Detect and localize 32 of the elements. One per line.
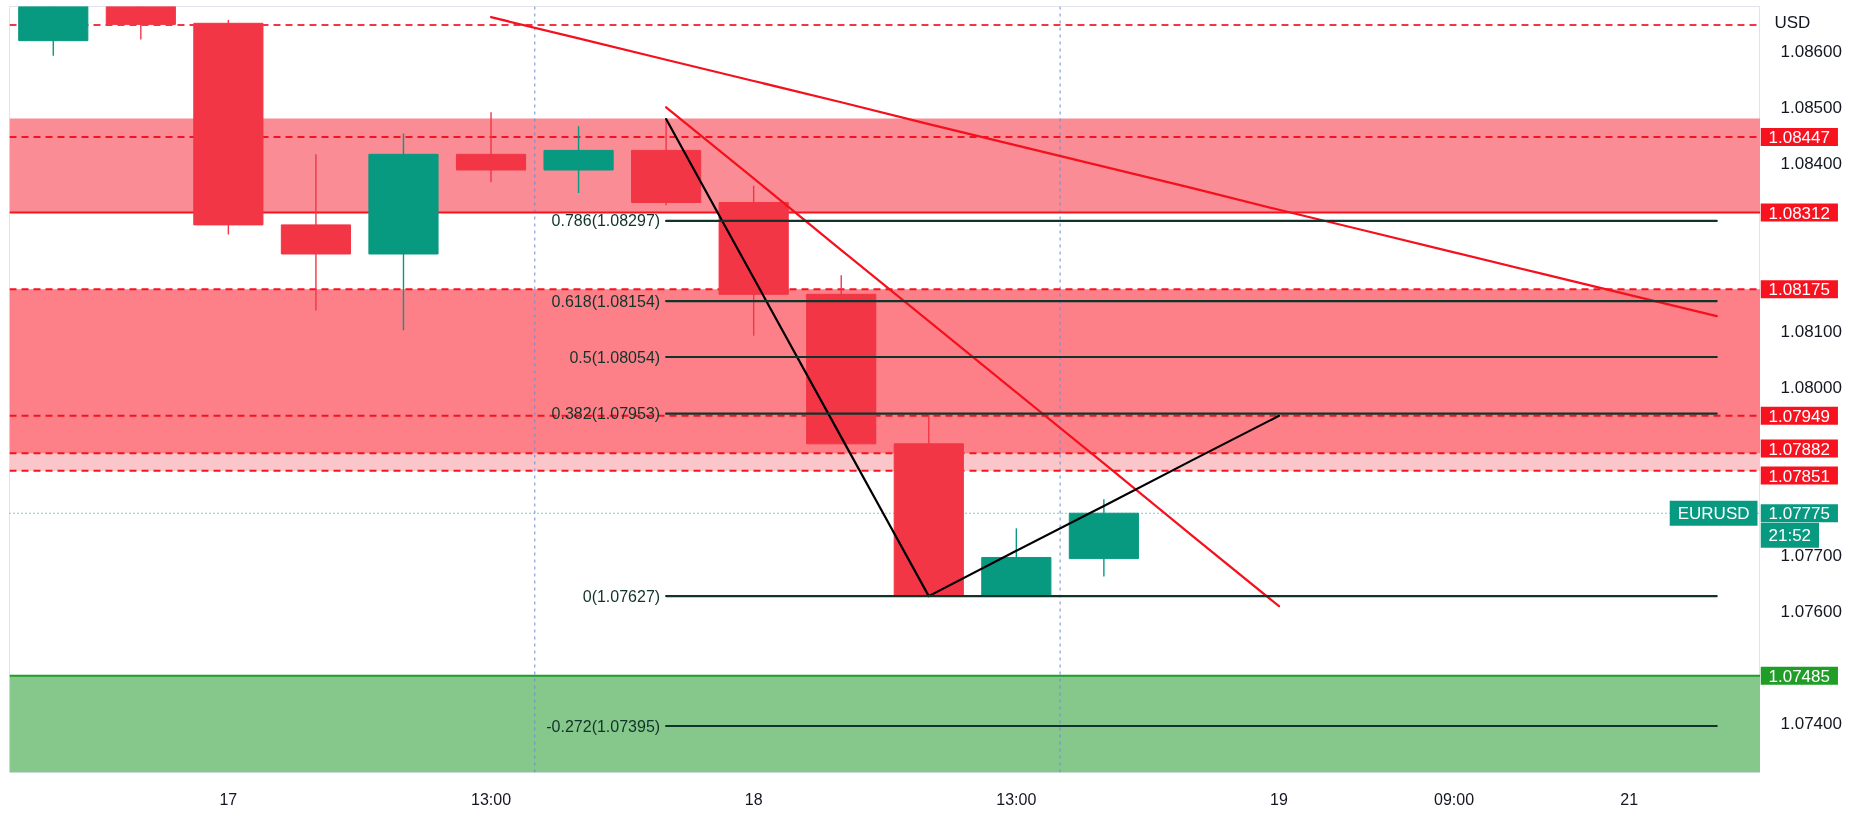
- x-tick-label: 19: [1270, 790, 1288, 808]
- y-tick-label: 1.07600: [1780, 602, 1842, 622]
- y-tick-label: 1.08500: [1780, 98, 1842, 118]
- y-tick-label: 1.08600: [1780, 42, 1842, 62]
- x-tick-label: 18: [744, 790, 763, 808]
- series-label: 0(1.07627): [582, 587, 661, 605]
- x-tick-label: 09:00: [1434, 790, 1475, 808]
- ref-line-label: 1.08312: [1768, 203, 1830, 223]
- x-tick-label: 17: [219, 790, 238, 808]
- ref-line-label: 1.07485: [1768, 666, 1830, 686]
- series-label: 0.618(1.08154): [551, 292, 661, 310]
- x-tick-label: 21: [1620, 790, 1639, 808]
- ref-line-label: 1.08447: [1768, 127, 1830, 147]
- annotation: EURUSD: [1677, 503, 1750, 523]
- ref-line-label: 1.08175: [1768, 280, 1830, 300]
- y-tick-label: 1.08400: [1780, 154, 1842, 174]
- ref-line-label: 1.07775: [1768, 504, 1830, 524]
- y-tick-label: 1.08100: [1780, 322, 1842, 342]
- series-label: 0.382(1.07953): [551, 405, 661, 423]
- y-axis-title: USD: [1774, 13, 1811, 32]
- y-tick-label: 1.08000: [1780, 378, 1842, 398]
- y-tick-label: 1.07700: [1780, 546, 1842, 566]
- x-tick-label: 13:00: [471, 790, 512, 808]
- ref-line-label: 1.07882: [1768, 439, 1830, 459]
- text: 21:52: [1768, 525, 1812, 545]
- x-tick-label: 13:00: [996, 790, 1037, 808]
- y-tick-label: 1.07400: [1780, 714, 1842, 734]
- ref-line-label: 1.07949: [1768, 406, 1830, 426]
- series-label: -0.272(1.07395): [546, 717, 661, 735]
- series-label: 0.786(1.08297): [551, 212, 661, 230]
- ref-line-label: 1.07851: [1768, 466, 1830, 486]
- series-label: 0.5(1.08054): [569, 348, 661, 366]
